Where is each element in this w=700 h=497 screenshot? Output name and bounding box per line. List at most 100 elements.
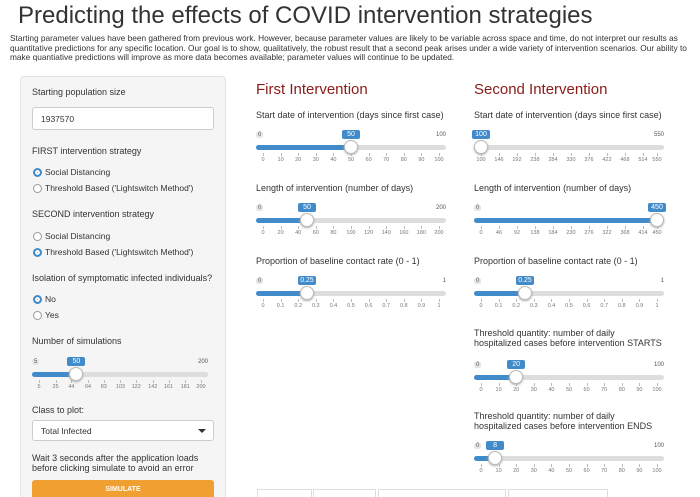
slider-tick-label: 20 xyxy=(513,468,520,474)
radio-label: No xyxy=(45,294,56,304)
slider-tick xyxy=(88,380,89,383)
slider-tick xyxy=(152,380,154,383)
slider-tick xyxy=(604,299,606,302)
slider-tick xyxy=(588,153,590,156)
slider-tick xyxy=(386,299,388,302)
slider-tick-label: 0.1 xyxy=(494,303,503,309)
slider-tick-label: 60 xyxy=(312,230,319,236)
slider-tick xyxy=(71,380,73,383)
slider-tick-label: 0.3 xyxy=(529,303,538,309)
slider-handle[interactable] xyxy=(518,286,532,300)
tab[interactable] xyxy=(313,489,376,497)
slider-tick-label: 230 xyxy=(566,230,576,236)
slider-fill xyxy=(474,456,496,461)
tab[interactable] xyxy=(508,489,608,497)
slider-tick-label: 0 xyxy=(261,303,265,309)
slider-handle[interactable] xyxy=(509,370,524,384)
slider-tick-label: 20 xyxy=(513,387,520,393)
slider-tick-label: 83 xyxy=(100,384,107,390)
slider-handle[interactable] xyxy=(69,367,84,381)
slider-handle[interactable] xyxy=(344,140,358,154)
slider-tick xyxy=(315,299,317,302)
slider-tick xyxy=(551,383,553,386)
slider-tick xyxy=(351,299,352,302)
slider-tick xyxy=(386,153,388,156)
slider-tick xyxy=(586,383,588,386)
slider-tick-label: 468 xyxy=(620,157,630,163)
slider-tick-label: 60 xyxy=(365,157,372,163)
slider-tick-label: 1 xyxy=(655,303,659,309)
slider-tick-label: 192 xyxy=(512,157,522,163)
slider-track xyxy=(474,291,664,296)
slider-min: 0 xyxy=(256,132,264,138)
slider-tick-label: 138 xyxy=(530,230,540,236)
slider-tick-label: 60 xyxy=(583,468,590,474)
radio[interactable] xyxy=(33,295,42,304)
slider-tick xyxy=(604,383,606,386)
tab[interactable] xyxy=(378,489,506,497)
tab[interactable] xyxy=(257,489,312,497)
slider-handle[interactable] xyxy=(300,286,314,300)
radio[interactable] xyxy=(33,184,42,193)
slider-tick xyxy=(621,464,623,467)
slider-min: 0 xyxy=(256,278,264,284)
slider-fill xyxy=(32,372,77,377)
slider-tick-label: 10 xyxy=(495,387,502,393)
slider-tick xyxy=(588,226,590,229)
slider-tick xyxy=(533,299,535,302)
radio[interactable] xyxy=(33,248,42,257)
slider-tick-label: 0.3 xyxy=(311,303,320,309)
radio[interactable] xyxy=(33,168,42,177)
slider-tick-label: 44 xyxy=(68,384,75,390)
slider-tick-label: 140 xyxy=(381,230,391,236)
slider-tick-label: 414 xyxy=(638,230,648,236)
slider-tick xyxy=(657,299,658,302)
slider-tick-label: 25 xyxy=(52,384,59,390)
slider-tick xyxy=(421,226,423,229)
field-label: Wait 3 seconds after the application loa… xyxy=(32,453,199,473)
slider-tick-label: 0.6 xyxy=(582,303,591,309)
slider-tick xyxy=(552,153,554,156)
radio-label: Threshold Based ('Lightswitch Method') xyxy=(45,183,194,193)
slider-max: 100 xyxy=(435,132,446,138)
slider-tick xyxy=(604,464,606,467)
slider-tick xyxy=(315,226,317,229)
slider-tick xyxy=(606,226,608,229)
slider-tick xyxy=(298,226,300,229)
slider-tick xyxy=(481,153,482,156)
slider-tick-label: 40 xyxy=(295,230,302,236)
slider-handle[interactable] xyxy=(488,451,503,465)
slider-handle[interactable] xyxy=(650,213,664,227)
slider-max: 550 xyxy=(653,132,664,138)
slider-handle[interactable] xyxy=(300,213,314,227)
slider-tick xyxy=(351,226,352,229)
slider-tick xyxy=(439,226,440,229)
slider-fill xyxy=(474,218,657,223)
slider-tick xyxy=(516,464,518,467)
radio[interactable] xyxy=(33,311,42,320)
slider-fill xyxy=(256,145,351,150)
page-title: Predicting the effects of COVID interven… xyxy=(18,2,593,29)
slider-handle[interactable] xyxy=(474,140,488,154)
text-input[interactable]: 1937570 xyxy=(32,107,214,130)
slider-tick-label: 50 xyxy=(565,468,573,474)
slider-tick xyxy=(534,226,536,229)
slider-tick xyxy=(103,380,105,383)
slider-tick-label: 0 xyxy=(479,468,483,474)
slider-tick-label: 100 xyxy=(346,230,356,236)
slider-tick xyxy=(657,226,658,229)
slider-tick xyxy=(498,299,500,302)
slider-max: 200 xyxy=(197,359,208,365)
slider-tick xyxy=(586,299,588,302)
slider-value: 100 xyxy=(472,130,490,139)
slider-tick xyxy=(621,299,623,302)
select[interactable]: Total Infected xyxy=(32,420,214,441)
slider-tick xyxy=(657,153,658,156)
slider-tick xyxy=(642,153,644,156)
slider-tick xyxy=(498,383,500,386)
slider-tick xyxy=(569,464,570,467)
slider-tick-label: 0.5 xyxy=(565,303,573,309)
radio[interactable] xyxy=(33,232,42,241)
simulate-button[interactable]: SIMULATE xyxy=(32,480,214,497)
